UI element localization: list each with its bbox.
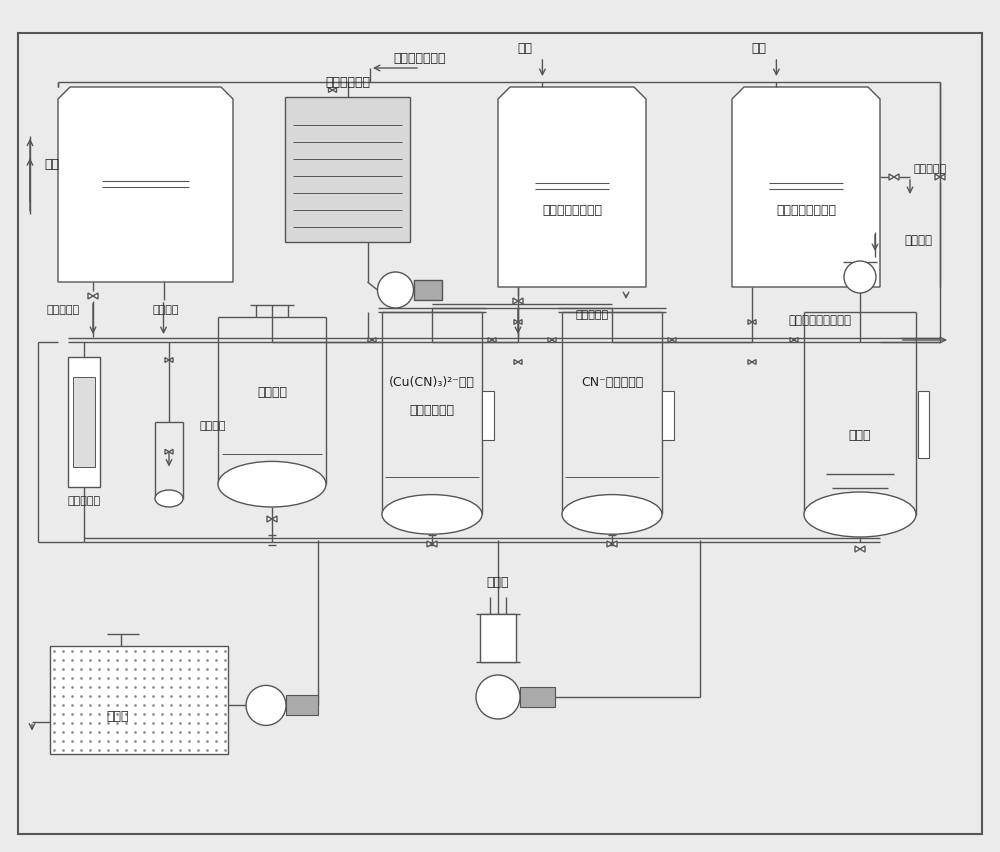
Polygon shape — [748, 360, 752, 365]
Text: 硫酸铜溶液的料筒: 硫酸铜溶液的料筒 — [776, 204, 836, 217]
Polygon shape — [752, 360, 756, 365]
Polygon shape — [514, 360, 518, 365]
Polygon shape — [328, 88, 332, 92]
Text: 亚硫酸钠溶液料筒: 亚硫酸钠溶液料筒 — [542, 204, 602, 217]
Polygon shape — [732, 87, 880, 287]
Text: 阴离子交换器: 阴离子交换器 — [410, 405, 454, 417]
Polygon shape — [88, 293, 93, 299]
Bar — [520, 687, 555, 707]
Polygon shape — [372, 337, 376, 343]
Ellipse shape — [562, 495, 662, 534]
Text: 上料: 上料 — [517, 43, 532, 55]
Polygon shape — [668, 337, 672, 343]
Bar — [918, 391, 929, 458]
Text: 上料: 上料 — [751, 43, 766, 55]
Text: 上料: 上料 — [44, 158, 59, 171]
Polygon shape — [488, 337, 492, 343]
Bar — [286, 695, 318, 716]
Bar — [480, 614, 516, 662]
Polygon shape — [514, 320, 518, 325]
Polygon shape — [940, 174, 945, 180]
Text: 高压气体: 高压气体 — [199, 421, 226, 431]
Text: 压力纯水: 压力纯水 — [904, 233, 932, 246]
Circle shape — [476, 675, 520, 719]
Ellipse shape — [804, 492, 916, 537]
Ellipse shape — [382, 495, 482, 534]
Polygon shape — [607, 541, 612, 547]
Polygon shape — [518, 298, 523, 304]
Polygon shape — [58, 87, 233, 282]
Polygon shape — [272, 516, 277, 522]
Text: 送多效蒸发车间: 送多效蒸发车间 — [394, 51, 446, 65]
Text: 废水池: 废水池 — [106, 710, 129, 722]
Ellipse shape — [218, 462, 326, 507]
Polygon shape — [855, 546, 860, 552]
Text: 沉淀罐体: 沉淀罐体 — [257, 387, 287, 400]
Text: 送至酸性铜镍处理线: 送至酸性铜镍处理线 — [788, 314, 852, 326]
Polygon shape — [93, 293, 98, 299]
Polygon shape — [518, 360, 522, 365]
Text: 板框式压滤机: 板框式压滤机 — [325, 77, 370, 89]
Text: 溢流、排空: 溢流、排空 — [46, 305, 80, 315]
Polygon shape — [518, 320, 522, 325]
Text: 反应器: 反应器 — [849, 429, 871, 442]
Polygon shape — [427, 541, 432, 547]
Bar — [662, 391, 674, 440]
Polygon shape — [267, 516, 272, 522]
Polygon shape — [165, 358, 169, 362]
Polygon shape — [752, 320, 756, 325]
Text: 溢流、排空: 溢流、排空 — [913, 164, 947, 174]
Polygon shape — [672, 337, 676, 343]
Text: 保安过滤器: 保安过滤器 — [67, 496, 101, 506]
Polygon shape — [548, 337, 552, 343]
Polygon shape — [332, 88, 336, 92]
Polygon shape — [860, 546, 865, 552]
Polygon shape — [748, 320, 752, 325]
Text: 含氧气体: 含氧气体 — [152, 305, 179, 315]
Polygon shape — [552, 337, 556, 343]
Polygon shape — [492, 337, 496, 343]
Circle shape — [378, 272, 414, 308]
Polygon shape — [169, 449, 173, 454]
Polygon shape — [794, 337, 798, 343]
Polygon shape — [432, 541, 437, 547]
Bar — [73, 377, 95, 467]
Polygon shape — [935, 174, 940, 180]
Polygon shape — [513, 298, 518, 304]
Text: CN⁻离子交换器: CN⁻离子交换器 — [581, 376, 643, 389]
Ellipse shape — [155, 490, 183, 507]
Circle shape — [246, 685, 286, 725]
Circle shape — [844, 261, 876, 293]
Polygon shape — [612, 541, 617, 547]
Bar — [414, 280, 442, 300]
Polygon shape — [498, 87, 646, 287]
Text: 溢流、排空: 溢流、排空 — [575, 310, 609, 320]
Text: 水射器: 水射器 — [487, 575, 509, 589]
Polygon shape — [165, 449, 169, 454]
Polygon shape — [790, 337, 794, 343]
Polygon shape — [169, 358, 173, 362]
Polygon shape — [368, 337, 372, 343]
Polygon shape — [889, 174, 894, 180]
Text: (Cu(CN)₃)²⁻络合: (Cu(CN)₃)²⁻络合 — [389, 376, 475, 389]
Bar — [285, 97, 410, 242]
Bar — [482, 391, 494, 440]
Bar — [68, 357, 100, 487]
Bar — [50, 646, 228, 754]
Polygon shape — [894, 174, 899, 180]
